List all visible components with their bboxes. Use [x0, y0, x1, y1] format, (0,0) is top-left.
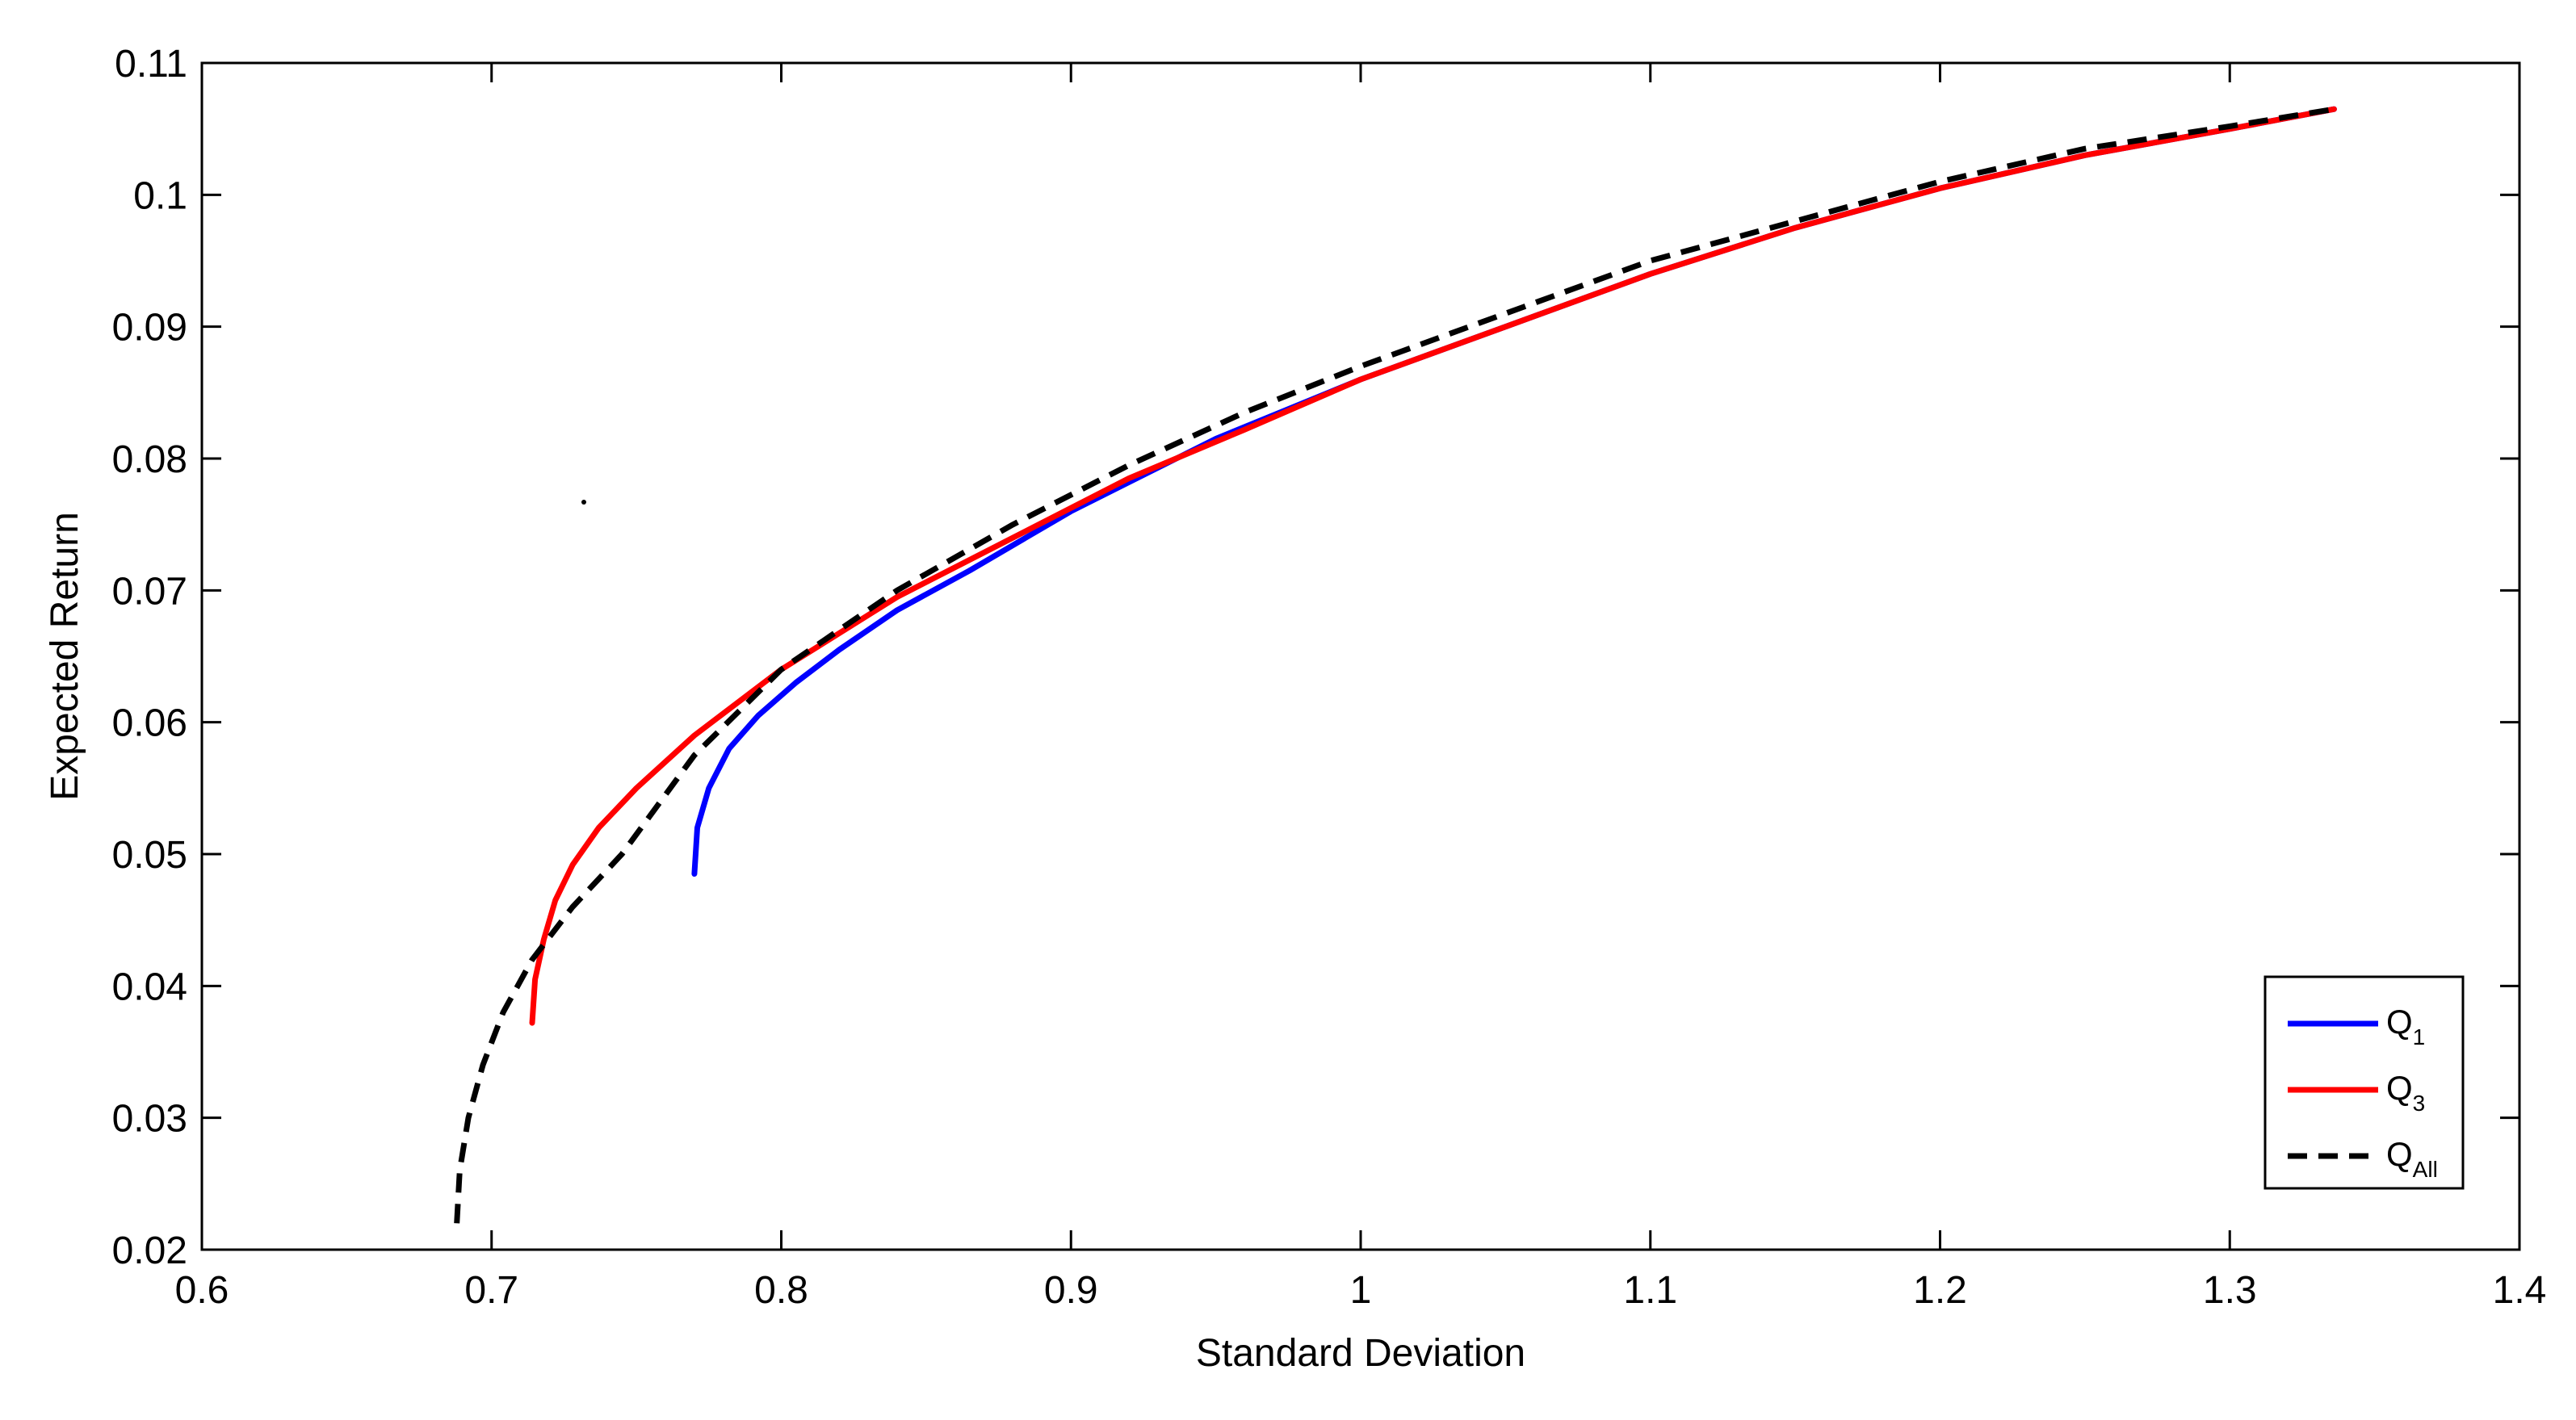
y-tick-label: 0.1: [133, 174, 187, 217]
series-line-q-all: [454, 106, 2335, 1224]
legend-subscript: All: [2413, 1157, 2438, 1182]
series-line-q-3: [529, 106, 2337, 1026]
y-tick-label: 0.02: [112, 1229, 187, 1272]
y-tick-label: 0.09: [112, 307, 187, 350]
series-layer: [454, 106, 2337, 1224]
y-tick-label: 0.07: [112, 570, 187, 613]
x-tick-label: 1.4: [2493, 1269, 2547, 1312]
plot-area: [202, 63, 2519, 1250]
x-tick-label: 1.1: [1623, 1269, 1677, 1312]
x-tick-label: 0.6: [175, 1269, 229, 1312]
x-tick-label: 1: [1350, 1269, 1372, 1312]
x-axis-title: Standard Deviation: [1196, 1332, 1525, 1375]
x-tick-label: 1.3: [2203, 1269, 2257, 1312]
x-tick-label: 0.7: [464, 1269, 518, 1312]
legend-box: [2263, 975, 2465, 1190]
plot-frame: [200, 61, 2521, 1251]
x-tick-label: 0.8: [754, 1269, 808, 1312]
stray-dot-artifact: [581, 500, 586, 505]
y-tick-label: 0.06: [112, 702, 187, 745]
axis-tick-labels: 0.6 0.7 0.8 0.9 1 1.1 1.2 1.3 1.4 0.02 0.03 0.04 0.0…: [112, 43, 2547, 1312]
y-tick-label: 0.05: [112, 834, 187, 877]
legend-subscript: 1: [2413, 1024, 2426, 1049]
y-tick-label: 0.04: [112, 966, 187, 1008]
y-tick-label: 0.03: [112, 1098, 187, 1141]
y-axis-title: Expected Return: [44, 512, 86, 801]
y-tick-label: 0.08: [112, 438, 187, 481]
y-tick-label: 0.11: [115, 43, 187, 86]
x-tick-label: 1.2: [1913, 1269, 1967, 1312]
legend-subscript: 3: [2413, 1091, 2426, 1116]
x-tick-label: 0.9: [1044, 1269, 1098, 1312]
